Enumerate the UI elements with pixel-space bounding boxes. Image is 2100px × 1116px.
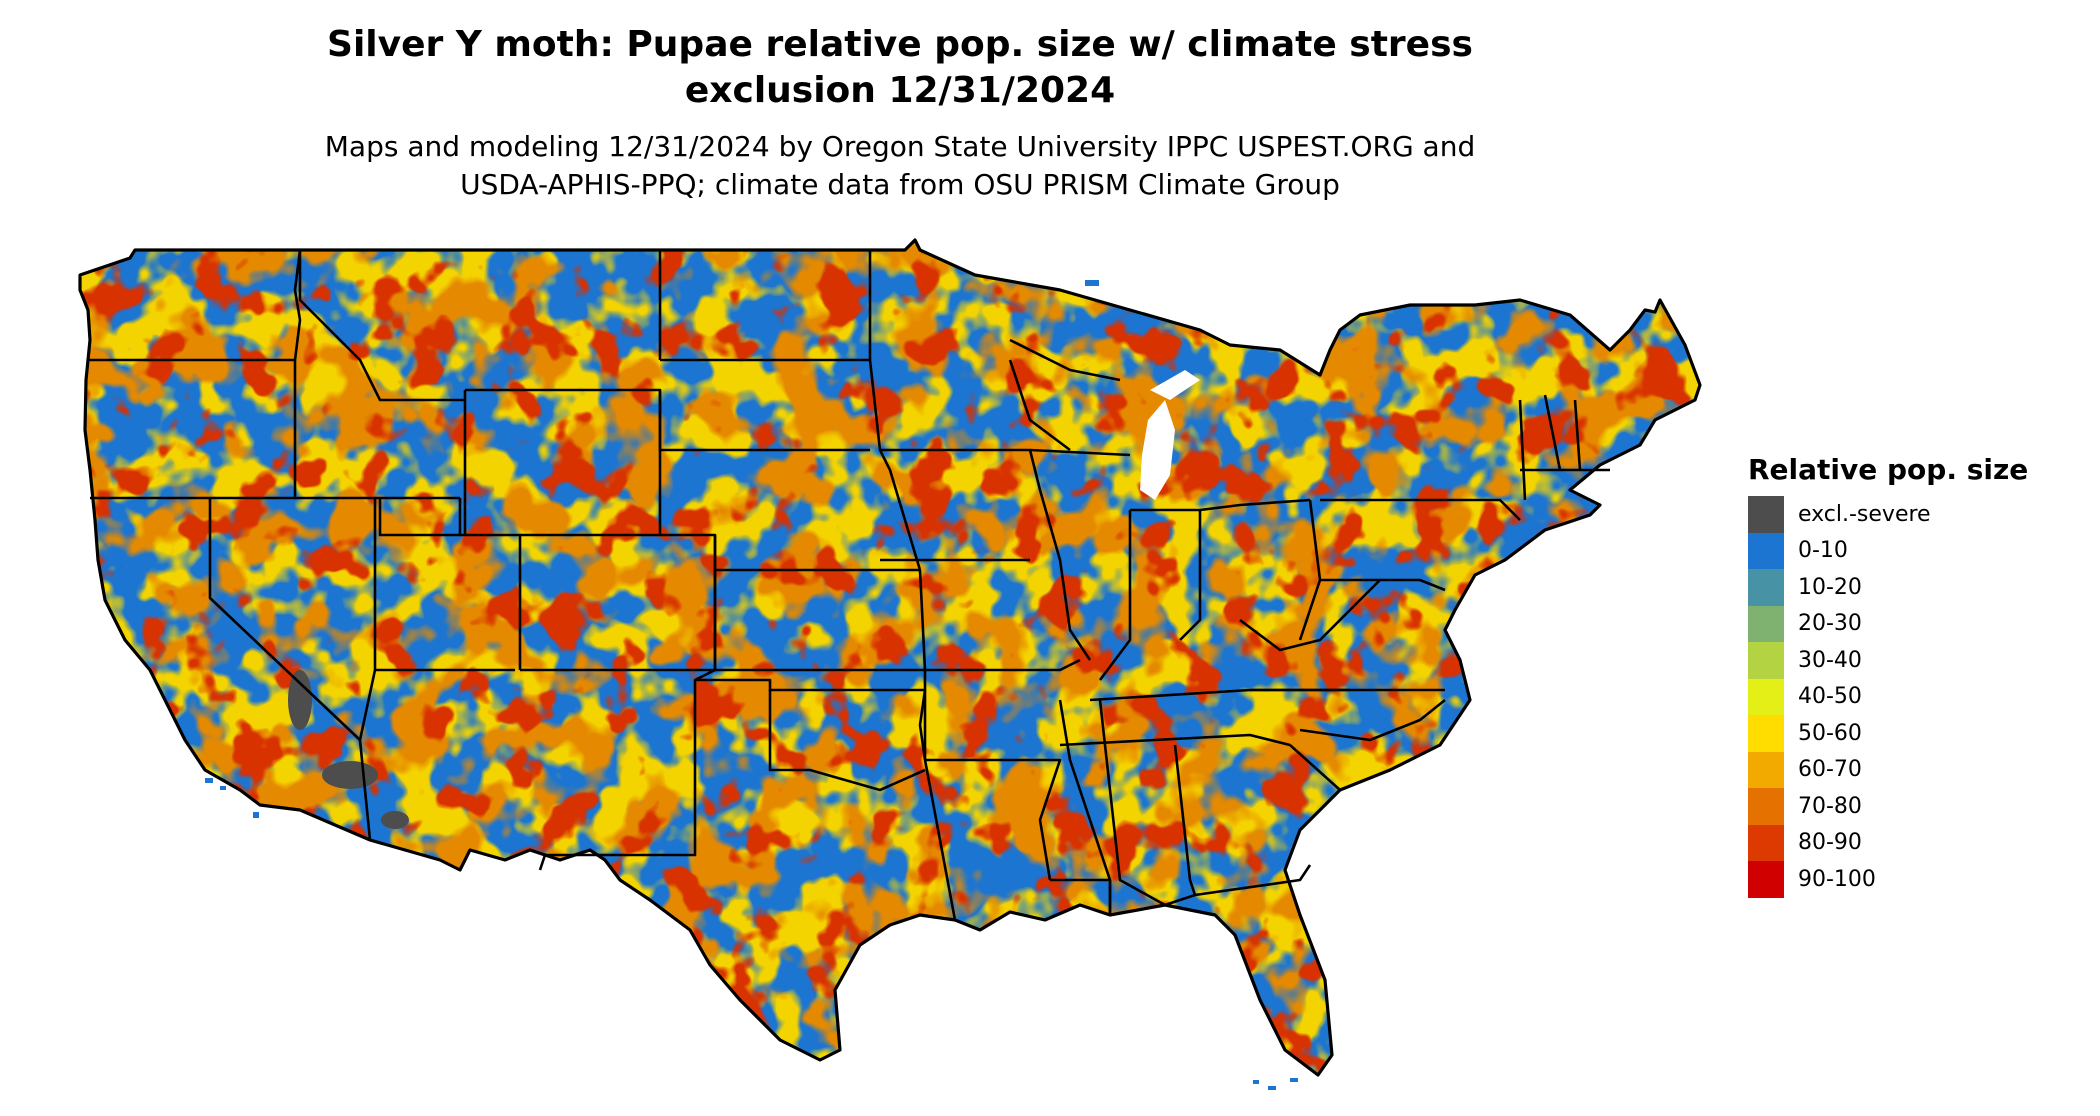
map-title: Silver Y moth: Pupae relative pop. size … (0, 22, 1800, 114)
channel-island-1 (205, 778, 213, 783)
excluded-zone-death-valley (288, 670, 312, 730)
border-tx-ok (695, 678, 927, 761)
legend-label: 80-90 (1798, 830, 1862, 856)
excluded-zone-mojave (322, 761, 378, 789)
legend-swatch (1748, 678, 1784, 715)
isle-royale (1085, 280, 1099, 286)
title-line-2: exclusion 12/31/2024 (684, 70, 1116, 111)
border-nv-az-ut (358, 498, 377, 841)
map-subtitle: Maps and modeling 12/31/2024 by Oregon S… (0, 128, 1800, 204)
border-id-ut (378, 498, 462, 537)
legend-label: excl.-severe (1798, 501, 1931, 527)
legend-item: 10-20 (1748, 569, 2028, 606)
border-ga-sc (1289, 744, 1341, 791)
legend-swatch (1748, 642, 1784, 679)
florida-key-3 (1290, 1078, 1298, 1082)
subtitle-line-2: USDA-APHIS-PPQ; climate data from OSU PR… (460, 168, 1340, 201)
legend-item: excl.-severe (1748, 496, 2028, 533)
lake-superior (1150, 370, 1200, 400)
legend-label: 50-60 (1798, 720, 1862, 746)
legend-item: 30-40 (1748, 642, 2028, 679)
legend-swatch (1748, 496, 1784, 533)
legend-title: Relative pop. size (1748, 453, 2029, 486)
border-ar-la (925, 758, 1062, 881)
border-co-ks-ok (713, 570, 925, 672)
legend-label: 60-70 (1798, 757, 1862, 783)
legend-swatch (1748, 532, 1784, 569)
border-id-mt (298, 250, 465, 402)
border-ok-tx-red (768, 690, 926, 792)
border-nc-sc (1299, 698, 1446, 742)
legend-item: 0-10 (1748, 532, 2028, 569)
legend-item: 90-100 (1748, 861, 2028, 898)
legend-label: 30-40 (1798, 647, 1862, 673)
legend-rows: excl.-severe 0-10 10-20 20-30 30-40 40-50 50-6… (1748, 496, 2028, 898)
border-wi-north (1009, 338, 1121, 382)
state-borders (88, 249, 1610, 921)
legend-label: 90-100 (1798, 866, 1876, 892)
legend-swatch (1748, 824, 1784, 861)
legend-swatch (1748, 569, 1784, 606)
border-az-nm (520, 668, 717, 871)
border-al-ga (1164, 744, 1197, 907)
subtitle-line-1: Maps and modeling 12/31/2024 by Oregon S… (324, 130, 1476, 163)
legend-item: 50-60 (1748, 715, 2028, 752)
border-mi-south (1130, 498, 1311, 512)
border-mo-ok-ar (918, 569, 957, 921)
legend-label: 0-10 (1798, 538, 1848, 564)
florida-key-2 (1268, 1086, 1276, 1090)
legend-label: 40-50 (1798, 684, 1862, 710)
border-tn-south (1059, 733, 1291, 747)
legend-swatch (1748, 788, 1784, 825)
lake-michigan (1140, 400, 1175, 500)
border-ms-al (1098, 699, 1166, 907)
border-mn-wi (1008, 359, 1071, 452)
legend-item: 60-70 (1748, 751, 2028, 788)
border-ny-pa (1320, 498, 1521, 521)
legend-swatch (1748, 605, 1784, 642)
border-il-west (1028, 449, 1092, 661)
legend-item: 20-30 (1748, 605, 2028, 642)
border-nh-vt (1573, 399, 1582, 471)
legend-item: 70-80 (1748, 788, 2028, 825)
border-in-oh (1179, 510, 1202, 641)
channel-island-2 (220, 786, 226, 790)
legend-label: 10-20 (1798, 574, 1862, 600)
border-vt-nh (1543, 394, 1562, 471)
legend-swatch (1748, 751, 1784, 788)
excluded-zone-lower-colorado (381, 811, 409, 829)
border-wi-il (1029, 448, 1131, 457)
title-line-1: Silver Y moth: Pupae relative pop. size … (327, 24, 1473, 65)
border-pa-md (1320, 578, 1446, 592)
legend-label: 20-30 (1798, 611, 1862, 637)
legend-label: 70-80 (1798, 793, 1862, 819)
florida-key-1 (1253, 1080, 1259, 1084)
legend-swatch (1748, 861, 1784, 898)
legend-swatch (1748, 715, 1784, 752)
border-ms-west (1058, 699, 1112, 915)
border-mo-ar (925, 658, 1081, 672)
border-ga-fl (1194, 864, 1312, 897)
border-wa-or (88, 249, 302, 362)
border-ca-nv (208, 498, 361, 741)
channel-island-3 (253, 812, 259, 818)
border-ny-vt (1518, 399, 1527, 501)
border-sd-ne (658, 390, 870, 452)
border-il-in (1098, 510, 1132, 681)
coastal-islands (205, 280, 1298, 1090)
map-legend: Relative pop. size excl.-severe 0-10 10-20… (1748, 452, 2028, 898)
national-border (78, 238, 1702, 1077)
legend-item: 40-50 (1748, 678, 2028, 715)
legend-item: 80-90 (1748, 824, 2028, 861)
border-ky-wv-va (1239, 579, 1381, 652)
